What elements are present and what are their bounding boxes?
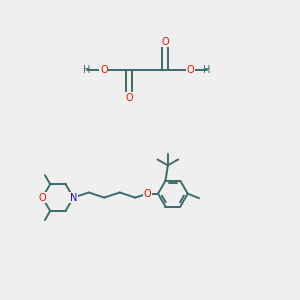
Text: H: H: [83, 65, 91, 75]
Text: O: O: [39, 193, 46, 202]
Text: O: O: [125, 93, 133, 103]
Text: O: O: [100, 65, 108, 75]
Text: O: O: [186, 65, 194, 75]
Text: O: O: [161, 37, 169, 46]
Text: N: N: [70, 193, 77, 202]
Text: H: H: [203, 65, 211, 75]
Text: O: O: [144, 189, 152, 199]
